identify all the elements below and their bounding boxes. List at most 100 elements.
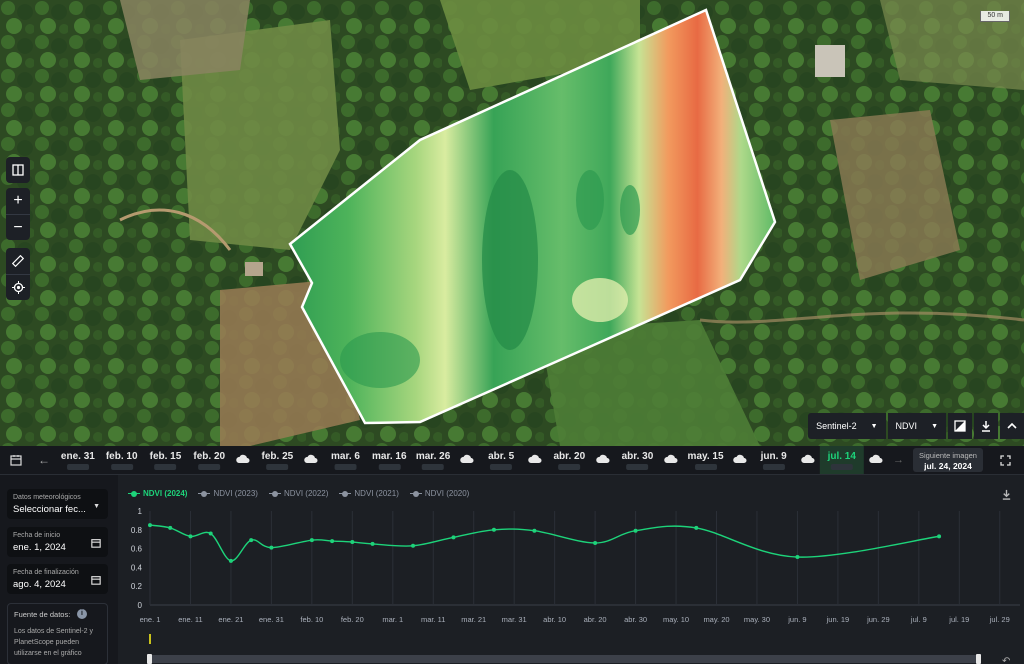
timeline-date-9[interactable]: mar. 26 — [416, 446, 450, 474]
collapse-button[interactable] — [1000, 413, 1024, 439]
timeline-date-label: mar. 16 — [372, 450, 407, 462]
reset-zoom-icon: ↶ — [1002, 656, 1010, 664]
legend-item-0[interactable]: NDVI (2024) — [128, 489, 187, 498]
legend-item-1[interactable]: NDVI (2023) — [198, 489, 258, 498]
ruler-button[interactable] — [6, 248, 30, 274]
zoom-out-button[interactable]: − — [6, 214, 30, 240]
ndvi-2024-point — [370, 541, 375, 546]
ndvi-2024-point — [330, 539, 335, 544]
timeline-date-15[interactable]: abr. 30 — [622, 446, 653, 474]
x-tick-label: jul. 19 — [948, 615, 969, 624]
x-tick-label: jul. 9 — [910, 615, 927, 624]
legend-label: NDVI (2020) — [424, 489, 470, 498]
range-slider-track — [150, 655, 980, 663]
timeline-date-0[interactable]: ene. 31 — [61, 446, 95, 474]
timeline-date-5[interactable]: feb. 25 — [262, 446, 293, 474]
legend-item-3[interactable]: NDVI (2021) — [339, 489, 399, 498]
ndvi-2024-point — [168, 525, 173, 530]
timeline-date-1[interactable]: feb. 10 — [106, 446, 138, 474]
cloud-icon[interactable] — [236, 454, 250, 464]
timeline-date-2[interactable]: feb. 15 — [150, 446, 181, 474]
timeline-cloud-bar — [154, 463, 177, 470]
legend-item-2[interactable]: NDVI (2022) — [268, 489, 328, 498]
satellite-map[interactable]: 50 m + − Sentinel-2 ▼ NDVI ▼ — [0, 0, 1024, 446]
cloud-icon[interactable] — [460, 454, 474, 464]
next-image-label: Siguiente imagen — [919, 451, 977, 460]
satellite-select[interactable]: Sentinel-2 ▼ — [808, 413, 886, 439]
x-tick-label: mar. 1 — [382, 615, 403, 624]
start-date-field[interactable]: Fecha de inicio ene. 1, 2024 — [7, 527, 108, 557]
cloud-icon[interactable] — [869, 454, 883, 464]
timeline-track: ene. 31 feb. 10 feb. 15 feb. 20 feb. 25 mar. … — [56, 446, 888, 474]
timeline-date-13[interactable]: abr. 20 — [553, 446, 585, 474]
x-tick-label: mar. 11 — [421, 615, 445, 624]
locate-button[interactable] — [6, 274, 30, 300]
cloud-icon[interactable] — [304, 454, 318, 464]
index-select[interactable]: NDVI ▼ — [887, 413, 946, 439]
legend-item-4[interactable]: NDVI (2020) — [409, 489, 470, 498]
x-tick-label: feb. 20 — [341, 615, 364, 624]
calendar-icon — [91, 576, 101, 585]
timeline-date-label: ene. 31 — [60, 450, 95, 462]
x-tick-label: jun. 29 — [866, 615, 890, 624]
y-tick-label: 0.2 — [131, 582, 143, 591]
timeline-prev-button[interactable]: ← — [32, 453, 56, 467]
timeline-date-8[interactable]: mar. 16 — [372, 446, 407, 474]
ndvi-2024-point — [937, 534, 942, 539]
locate-icon — [11, 281, 25, 294]
y-tick-label: 0.8 — [131, 526, 143, 535]
timeline-date-7[interactable]: mar. 6 — [331, 446, 360, 474]
cloud-icon[interactable] — [800, 454, 815, 464]
timeline-date-21[interactable]: jul. 14 — [819, 446, 864, 474]
index-select-label: NDVI — [895, 421, 918, 431]
chart-sidebar: Datos meteorológicos Seleccionar fec... … — [0, 475, 118, 664]
compare-button[interactable] — [6, 157, 30, 183]
timeline-date-label: jul. 14 — [827, 450, 856, 462]
download-map-button[interactable] — [974, 413, 998, 439]
cloud-icon[interactable] — [528, 454, 542, 464]
weather-data-select[interactable]: Datos meteorológicos Seleccionar fec... … — [7, 489, 108, 519]
download-chart-button[interactable] — [1001, 487, 1012, 505]
selected-date-marker — [149, 634, 151, 644]
info-icon[interactable]: i — [77, 609, 87, 619]
cloud-icon[interactable] — [596, 454, 610, 464]
zoom-in-button[interactable]: + — [6, 188, 30, 214]
timeline-date-19[interactable]: jun. 9 — [761, 446, 787, 474]
zoom-controls: + − — [6, 188, 30, 240]
timeline-date-11[interactable]: abr. 5 — [488, 446, 514, 474]
end-date-field[interactable]: Fecha de finalización ago. 4, 2024 — [7, 564, 108, 594]
ndvi-2024-point — [228, 558, 233, 563]
timeline-cloud-bar — [762, 463, 785, 470]
compare-tool — [6, 157, 30, 183]
legend-marker-icon — [198, 490, 211, 497]
start-date-value: ene. 1, 2024 — [13, 542, 66, 553]
ndvi-2024-line — [149, 524, 940, 562]
calendar-button[interactable] — [0, 446, 32, 474]
color-scale-button[interactable] — [948, 413, 972, 439]
fullscreen-button[interactable] — [995, 450, 1015, 470]
timeline-cloud-bar — [490, 463, 513, 470]
timeline-cloud-bar — [422, 463, 445, 470]
ndvi-2024-point — [795, 555, 800, 560]
timeline-next-arrow[interactable]: → — [893, 454, 904, 466]
next-image-button[interactable]: Siguiente imagen jul. 24, 2024 — [913, 448, 983, 472]
timeline-date-3[interactable]: feb. 20 — [193, 446, 225, 474]
calendar-icon — [91, 539, 101, 548]
timeline-date-17[interactable]: may. 15 — [688, 446, 724, 474]
x-tick-label: jul. 29 — [989, 615, 1010, 624]
x-tick-label: ene. 21 — [218, 615, 243, 624]
start-date-label: Fecha de inicio — [13, 532, 61, 539]
y-tick-label: 0 — [138, 601, 143, 610]
map-scale: 50 m — [980, 11, 1010, 22]
chevron-down-icon: ▼ — [93, 503, 100, 510]
x-tick-label: feb. 10 — [300, 615, 323, 624]
cloud-icon[interactable] — [732, 454, 747, 464]
y-tick-label: 1 — [138, 507, 143, 516]
end-date-label: Fecha de finalización — [13, 569, 79, 576]
legend-marker-icon — [409, 490, 422, 497]
cloud-icon[interactable] — [664, 454, 678, 464]
legend-marker-icon — [268, 490, 281, 497]
timeline-cloud-bar — [830, 463, 853, 470]
analysis-panel: Datos meteorológicos Seleccionar fec... … — [0, 474, 1024, 664]
x-tick-label: abr. 10 — [543, 615, 566, 624]
